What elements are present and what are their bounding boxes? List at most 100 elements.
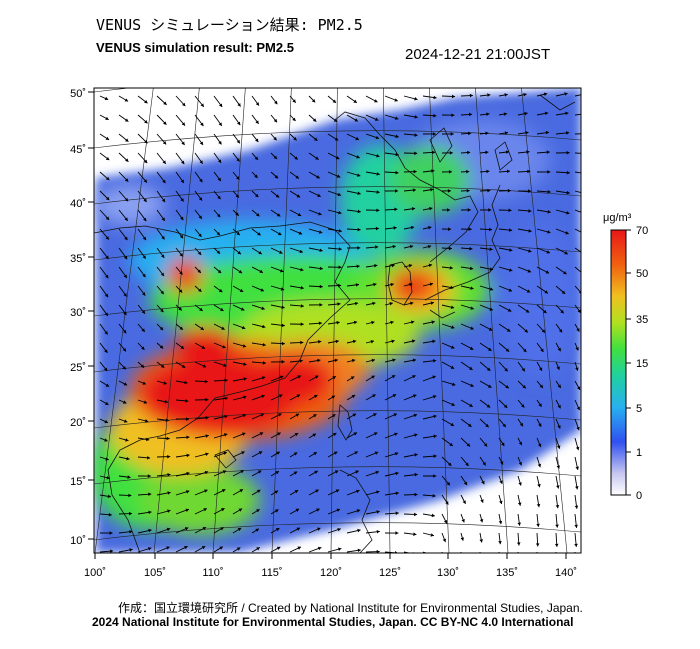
wind-arrow xyxy=(498,247,513,252)
wind-arrow xyxy=(175,435,190,440)
wind-arrow xyxy=(270,509,279,515)
wind-arrow xyxy=(232,266,243,274)
wind-arrow xyxy=(99,266,109,279)
colorbar-tick: 0 xyxy=(636,490,642,502)
wind-arrow xyxy=(327,265,342,270)
wind-arrow xyxy=(156,152,167,165)
wind-arrow xyxy=(422,359,437,363)
wind-arrow xyxy=(99,549,114,553)
wind-arrow xyxy=(156,454,171,459)
wind-arrow xyxy=(365,320,375,325)
wind-arrow xyxy=(251,209,260,217)
wind-arrow xyxy=(517,189,531,193)
wind-arrow xyxy=(327,209,342,215)
wind-arrow xyxy=(422,206,433,211)
wind-arrow xyxy=(251,266,264,274)
lat-label: 10˚ xyxy=(70,535,86,547)
lon-label: 140˚ xyxy=(555,567,577,579)
wind-arrow xyxy=(422,169,435,173)
wind-arrow xyxy=(175,417,190,421)
wind-arrow xyxy=(574,456,579,470)
wind-arrow xyxy=(175,471,190,477)
wind-arrow xyxy=(460,188,470,193)
wind-arrow xyxy=(517,456,522,466)
wind-arrow xyxy=(289,285,304,290)
lat-label: 35˚ xyxy=(70,253,86,265)
wind-arrow xyxy=(365,339,375,344)
wind-arrow xyxy=(536,130,550,135)
wind-arrow xyxy=(384,207,398,212)
wind-arrow xyxy=(213,451,227,458)
wind-arrow xyxy=(365,190,380,194)
wind-arrow xyxy=(137,247,147,260)
wind-arrow xyxy=(346,548,361,553)
wind-arrow xyxy=(441,437,454,447)
wind-arrow xyxy=(498,456,504,465)
wind-arrow xyxy=(232,508,243,515)
wind-arrow xyxy=(194,247,202,256)
colorbar-unit: μg/m³ xyxy=(603,212,632,224)
wind-arrow xyxy=(346,339,357,344)
wind-arrow xyxy=(403,282,413,287)
wind-arrow xyxy=(422,532,435,537)
wind-arrow xyxy=(346,209,361,214)
wind-arrow xyxy=(194,342,206,350)
credit-line: 作成：国立環境研究所 / Created by National Institu… xyxy=(118,601,583,615)
wind-arrow xyxy=(175,490,190,496)
wind-arrow xyxy=(156,285,165,295)
wind-arrow xyxy=(213,285,223,293)
wind-arrow xyxy=(251,171,258,179)
wind-arrow xyxy=(536,437,542,448)
wind-arrow xyxy=(251,95,260,106)
wind-arrow xyxy=(118,247,128,260)
wind-arrow xyxy=(270,95,278,105)
wind-arrow xyxy=(441,456,452,467)
wind-arrow xyxy=(137,474,151,478)
wind-arrow xyxy=(327,527,341,534)
wind-arrow xyxy=(460,131,472,136)
wind-arrow xyxy=(441,227,452,231)
wind-arrow xyxy=(517,169,531,174)
wind-arrow xyxy=(403,433,418,439)
wind-arrow xyxy=(479,513,484,523)
wind-vectors xyxy=(99,92,581,553)
wind-arrow xyxy=(346,320,358,325)
wind-arrow xyxy=(384,170,399,175)
wind-arrow xyxy=(137,285,146,296)
wind-arrow xyxy=(99,456,109,461)
wind-arrow xyxy=(365,413,377,420)
wind-arrow xyxy=(384,394,397,401)
wind-arrow xyxy=(289,171,300,179)
wind-arrow xyxy=(232,133,241,144)
wind-arrow xyxy=(156,546,170,553)
wind-arrow xyxy=(99,380,110,388)
wind-arrow xyxy=(479,150,489,155)
wind-arrow xyxy=(516,532,521,546)
wind-arrow xyxy=(156,133,167,145)
wind-arrow xyxy=(137,492,152,497)
wind-arrow xyxy=(251,133,259,143)
wind-arrow xyxy=(156,209,166,222)
wind-arrow xyxy=(346,171,361,177)
lat-label: 15˚ xyxy=(70,476,86,488)
wind-arrow xyxy=(251,228,261,236)
wind-arrow xyxy=(194,361,207,368)
wind-arrow xyxy=(574,475,579,490)
wind-arrow xyxy=(384,133,399,139)
wind-arrow xyxy=(118,285,128,297)
wind-arrow xyxy=(479,380,492,388)
wind-arrow xyxy=(308,303,323,307)
wind-arrow xyxy=(232,209,240,217)
wind-arrow xyxy=(365,208,380,213)
wind-arrow xyxy=(403,375,416,382)
wind-arrow xyxy=(308,340,322,344)
wind-arrow xyxy=(574,380,581,391)
wind-arrow xyxy=(175,190,184,202)
wind-arrow xyxy=(536,399,542,408)
wind-arrow xyxy=(555,111,569,116)
wind-arrow xyxy=(460,399,473,408)
wind-arrow xyxy=(422,454,437,458)
wind-arrow xyxy=(536,494,541,508)
wind-arrow xyxy=(536,380,544,389)
wind-arrow xyxy=(270,285,285,291)
